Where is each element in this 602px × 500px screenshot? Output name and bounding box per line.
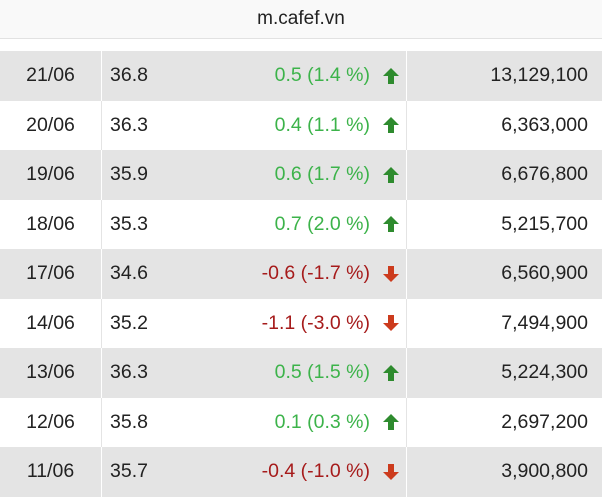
change-cell: 0.5 (1.5 %)	[158, 348, 407, 398]
spacer	[0, 39, 602, 51]
price-cell: 35.2	[110, 311, 148, 334]
arrow-down-shape	[383, 265, 399, 282]
volume-cell: 5,224,300	[501, 361, 588, 384]
date-cell: 12/06	[0, 397, 102, 447]
date-cell: 20/06	[0, 100, 102, 150]
date-cell: 18/06	[0, 199, 102, 249]
price-cell: 35.7	[110, 460, 148, 483]
change-value: 0.5 (1.5 %)	[274, 361, 370, 384]
arrow-up-shape	[383, 364, 399, 381]
table-row: 21/06 36.8 0.5 (1.4 %) 13,129,100	[0, 51, 602, 101]
table-row: 13/06 36.3 0.5 (1.5 %) 5,224,300	[0, 348, 602, 398]
trend-arrow-icon	[383, 166, 399, 183]
change-cell: -1.1 (-3.0 %)	[158, 298, 407, 348]
arrow-down-shape	[383, 463, 399, 480]
arrow-up-shape	[383, 117, 399, 134]
arrow-up-shape	[383, 216, 399, 233]
change-cell: 0.4 (1.1 %)	[158, 100, 407, 150]
trend-arrow-icon	[383, 414, 399, 431]
change-cell: -0.6 (-1.7 %)	[158, 249, 407, 299]
volume-cell: 5,215,700	[501, 212, 588, 235]
price-cell: 35.3	[110, 212, 148, 235]
table-row: 12/06 35.8 0.1 (0.3 %) 2,697,200	[0, 397, 602, 447]
change-value: -0.4 (-1.0 %)	[261, 460, 370, 483]
date-cell: 13/06	[0, 348, 102, 398]
date-cell: 19/06	[0, 150, 102, 200]
url-text: m.cafef.vn	[257, 8, 345, 29]
volume-cell: 6,560,900	[501, 262, 588, 285]
trend-arrow-icon	[383, 315, 399, 332]
address-bar[interactable]: m.cafef.vn	[0, 0, 602, 39]
date-cell: 11/06	[0, 447, 102, 497]
trend-arrow-icon	[383, 463, 399, 480]
table-row: 14/06 35.2 -1.1 (-3.0 %) 7,494,900	[0, 298, 602, 348]
change-cell: 0.7 (2.0 %)	[158, 199, 407, 249]
change-value: 0.6 (1.7 %)	[274, 163, 370, 186]
arrow-up-shape	[383, 414, 399, 431]
table-row: 18/06 35.3 0.7 (2.0 %) 5,215,700	[0, 199, 602, 249]
arrow-up-shape	[383, 67, 399, 84]
trend-arrow-icon	[383, 216, 399, 233]
volume-cell: 13,129,100	[490, 64, 588, 87]
trend-arrow-icon	[383, 67, 399, 84]
price-cell: 36.3	[110, 113, 148, 136]
price-history-table: 21/06 36.8 0.5 (1.4 %) 13,129,100 20/06 …	[0, 51, 602, 497]
date-cell: 17/06	[0, 249, 102, 299]
price-cell: 36.3	[110, 361, 148, 384]
trend-arrow-icon	[383, 265, 399, 282]
arrow-down-shape	[383, 315, 399, 332]
change-value: 0.4 (1.1 %)	[274, 113, 370, 136]
change-value: -1.1 (-3.0 %)	[261, 311, 370, 334]
table-row: 19/06 35.9 0.6 (1.7 %) 6,676,800	[0, 150, 602, 200]
arrow-up-shape	[383, 166, 399, 183]
table-row: 11/06 35.7 -0.4 (-1.0 %) 3,900,800	[0, 447, 602, 497]
table-row: 17/06 34.6 -0.6 (-1.7 %) 6,560,900	[0, 249, 602, 299]
price-cell: 36.8	[110, 64, 148, 87]
date-cell: 21/06	[0, 51, 102, 101]
price-cell: 35.8	[110, 410, 148, 433]
change-cell: 0.1 (0.3 %)	[158, 397, 407, 447]
change-cell: -0.4 (-1.0 %)	[158, 447, 407, 497]
volume-cell: 3,900,800	[501, 460, 588, 483]
change-value: -0.6 (-1.7 %)	[261, 262, 370, 285]
volume-cell: 7,494,900	[501, 311, 588, 334]
trend-arrow-icon	[383, 364, 399, 381]
price-cell: 34.6	[110, 262, 148, 285]
change-cell: 0.5 (1.4 %)	[158, 51, 407, 101]
date-cell: 14/06	[0, 298, 102, 348]
change-cell: 0.6 (1.7 %)	[158, 150, 407, 200]
table-row: 20/06 36.3 0.4 (1.1 %) 6,363,000	[0, 100, 602, 150]
change-value: 0.5 (1.4 %)	[274, 64, 370, 87]
trend-arrow-icon	[383, 117, 399, 134]
volume-cell: 2,697,200	[501, 410, 588, 433]
change-value: 0.7 (2.0 %)	[274, 212, 370, 235]
price-cell: 35.9	[110, 163, 148, 186]
volume-cell: 6,363,000	[501, 113, 588, 136]
volume-cell: 6,676,800	[501, 163, 588, 186]
change-value: 0.1 (0.3 %)	[274, 410, 370, 433]
